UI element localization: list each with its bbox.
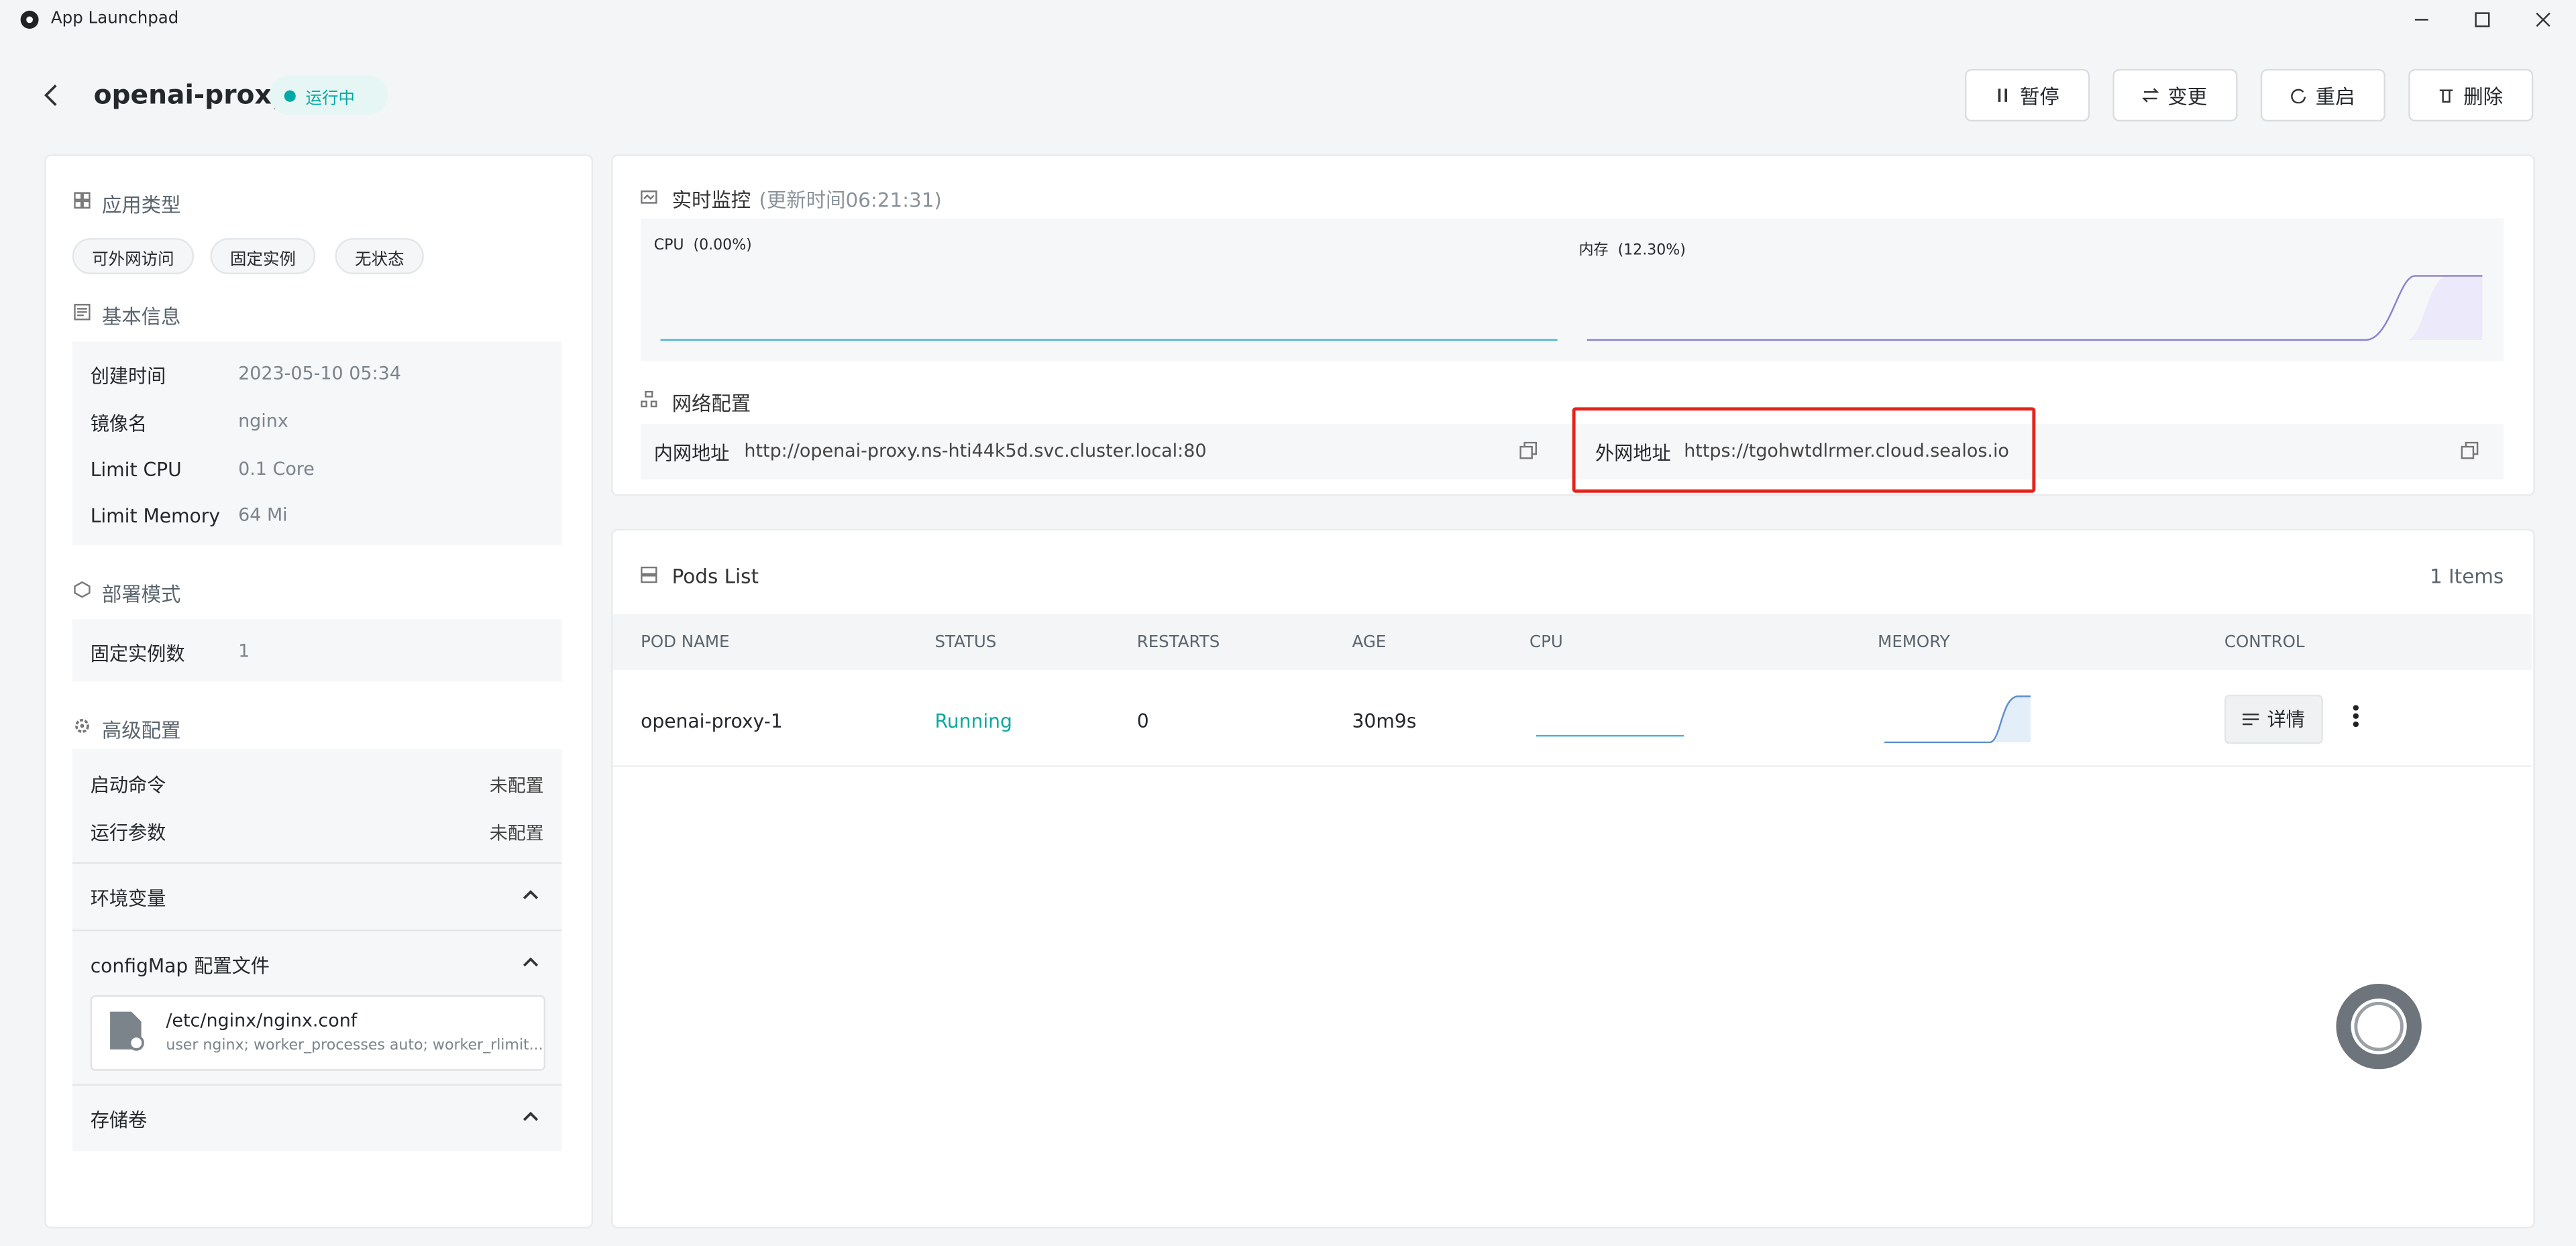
icon (74, 192, 91, 209)
column-header: MEMORY (1878, 634, 1950, 653)
memory-label: 内存 (12.30%) (1578, 243, 1686, 260)
window-title: App Launchpad (50, 9, 179, 28)
chevron[interactable] (523, 1111, 539, 1124)
internal-url[interactable]: http://openai-proxy.ns-hti44k5d.svc.clus… (744, 440, 1207, 462)
sparklines (660, 275, 2483, 341)
icon (641, 190, 657, 204)
tag: 可外网访问 (72, 238, 194, 274)
info-box (72, 341, 562, 546)
back-button[interactable] (40, 84, 62, 107)
advanced-box (72, 748, 562, 1151)
update-time: (更新时间06:21:31) (759, 188, 942, 212)
config-path: /etc/nginx/nginx.conf (166, 1010, 358, 1031)
section-title: 网络配置 (672, 392, 751, 416)
info-key: 启动命令 (90, 773, 166, 797)
icon (74, 581, 91, 598)
change-button[interactable]: 变更 (2112, 68, 2238, 122)
column-header: CPU (1529, 634, 1563, 653)
table-header (612, 614, 2532, 671)
copy-button[interactable] (1519, 441, 1538, 460)
app-name: openai-proxy (93, 78, 289, 111)
tag: 无状态 (335, 238, 424, 274)
collapse-title[interactable]: 存储卷 (90, 1109, 148, 1132)
column-header: POD NAME (641, 634, 730, 653)
config-file-card[interactable] (90, 995, 546, 1071)
chart-box (641, 218, 2504, 361)
divider (72, 929, 562, 931)
cpu-label: CPU (0.00%) (653, 238, 752, 255)
divider (72, 862, 562, 864)
tag: 固定实例 (210, 238, 316, 274)
info-key: 镜像名 (90, 412, 148, 435)
restart-button[interactable]: 重启 (2260, 68, 2385, 122)
info-value: 64 Mi (238, 504, 288, 526)
icon (641, 566, 657, 583)
window-controls[interactable] (2408, 7, 2566, 33)
status-text: 运行中 (305, 89, 355, 108)
status-badge: 运行中 (269, 75, 388, 115)
info-value: 1 (238, 640, 250, 662)
button-label: 删除 (2463, 84, 2504, 108)
button-label: 重启 (2315, 84, 2355, 108)
config-preview: user nginx; worker_processes auto; worke… (166, 1037, 543, 1055)
delete-button[interactable]: 删除 (2408, 68, 2534, 122)
section-title: 部署模式 (101, 583, 181, 606)
row-divider (612, 765, 2532, 767)
info-value: 未配置 (489, 775, 544, 797)
section-title: Pods List (672, 565, 759, 588)
pods-count: 1 Items (2429, 565, 2504, 588)
info-key: Limit Memory (90, 504, 221, 528)
column-header: CONTROL (2224, 634, 2305, 653)
pod-name: openai-proxy-1 (641, 709, 783, 733)
info-value: 2023-05-10 05:34 (238, 363, 401, 385)
chevron[interactable] (523, 889, 539, 902)
info-value: nginx (238, 410, 288, 433)
collapse-title[interactable]: configMap 配置文件 (90, 954, 270, 978)
info-key: 固定实例数 (90, 642, 185, 665)
icon (641, 390, 657, 408)
network-label: 外网地址 (1595, 441, 1671, 465)
column-header: STATUS (934, 634, 997, 653)
external-url[interactable]: https://tgohwtdlrmer.cloud.sealos.io (1684, 440, 2009, 462)
floating-button[interactable] (2334, 982, 2423, 1070)
section-title: 实时监控 (672, 188, 751, 212)
info-value: 未配置 (489, 822, 544, 844)
info-key: 运行参数 (90, 821, 166, 844)
more-menu[interactable] (2349, 703, 2363, 729)
pod-sparklines (1536, 695, 2031, 744)
app-icon (20, 10, 39, 29)
button-label: 变更 (2167, 84, 2208, 108)
detail-button[interactable]: 详情 (2224, 694, 2323, 744)
pod-age: 30m9s (1352, 709, 1417, 733)
network-label: 内网地址 (653, 441, 730, 465)
pod-status: Running (934, 709, 1012, 733)
copy-button[interactable] (2461, 441, 2479, 460)
collapse-title[interactable]: 环境变量 (90, 887, 166, 910)
pod-restarts: 0 (1136, 709, 1149, 733)
chevron[interactable] (523, 956, 539, 969)
info-value: 0.1 Core (238, 458, 315, 480)
section-title: 应用类型 (101, 193, 181, 217)
highlight-box (1572, 407, 2036, 493)
info-key: 创建时间 (90, 364, 166, 388)
title-bar (0, 0, 2576, 40)
file-icon (110, 1011, 144, 1051)
section-title: 基本信息 (101, 305, 181, 329)
column-header: AGE (1352, 634, 1387, 653)
button-label: 暂停 (2019, 84, 2059, 108)
icon (75, 719, 89, 733)
info-key: Limit CPU (90, 458, 182, 482)
column-header: RESTARTS (1136, 634, 1220, 653)
info-box (72, 619, 562, 682)
button-label: 详情 (2267, 707, 2305, 731)
pause-button[interactable]: 暂停 (1964, 68, 2090, 122)
divider (72, 1084, 562, 1086)
section-title: 高级配置 (101, 719, 181, 742)
icon (74, 304, 91, 321)
